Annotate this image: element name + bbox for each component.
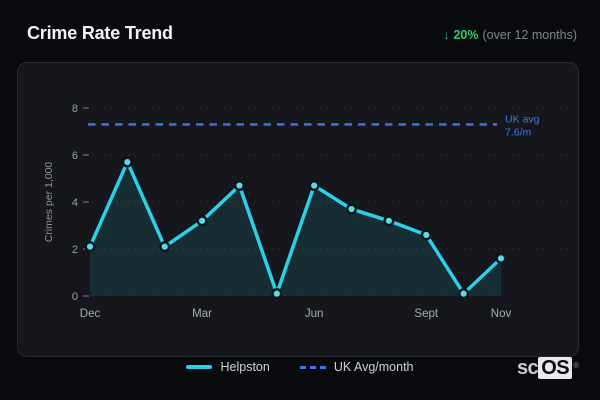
trend-down-arrow-icon: ↓	[443, 28, 450, 42]
data-point-marker	[233, 180, 245, 192]
x-tick-label: Jun	[305, 308, 324, 320]
data-point-marker	[271, 288, 283, 300]
trend-indicator: ↓ 20% (over 12 months)	[443, 28, 577, 42]
legend-item-helpston: Helpston	[186, 360, 270, 374]
helpston-area-fill	[90, 162, 501, 296]
y-tick-label: 2	[72, 244, 78, 256]
uk-avg-label-line2: 7.6/m	[505, 126, 532, 138]
x-tick-label: Mar	[192, 308, 212, 320]
y-tick-label: 6	[72, 150, 78, 162]
x-tick-label: Dec	[80, 308, 101, 320]
chart-legend: Helpston UK Avg/month	[0, 357, 600, 377]
data-point-marker	[308, 180, 320, 192]
chart-card	[17, 62, 579, 357]
page-title: Crime Rate Trend	[27, 23, 173, 43]
y-tick-label: 0	[72, 291, 78, 303]
logo-prefix: sc	[516, 357, 539, 379]
data-point-marker	[495, 252, 507, 264]
x-tick-label: Nov	[491, 308, 512, 320]
data-point-marker	[420, 229, 432, 241]
trend-percent: 20%	[453, 28, 479, 42]
data-point-marker	[84, 241, 96, 253]
helpston-line	[88, 160, 503, 296]
data-point-marker	[121, 156, 133, 168]
helpston-line-swatch	[186, 365, 213, 369]
data-point-marker	[383, 215, 395, 227]
legend-label-helpston: Helpston	[220, 360, 270, 374]
y-tick-label: 4	[72, 197, 78, 209]
legend-item-uk-avg: UK Avg/month	[299, 360, 414, 374]
x-tick-label: Sept	[414, 308, 438, 320]
legend-label-uk-avg: UK Avg/month	[333, 360, 414, 374]
data-point-marker	[159, 241, 171, 253]
uk-avg-label-line1: UK avg	[505, 113, 540, 125]
logo-suffix: OS	[538, 357, 573, 379]
y-axis-label: Crimes per 1,000	[43, 162, 55, 243]
trend-caption: (over 12 months)	[482, 28, 577, 42]
scos-logo: sc OS ®	[516, 355, 579, 381]
data-point-marker	[196, 215, 208, 227]
data-point-marker	[346, 203, 358, 215]
uk-avg-line-swatch	[299, 365, 326, 369]
data-point-marker	[458, 288, 470, 300]
y-tick-label: 8	[72, 103, 78, 115]
registered-mark: ®	[573, 361, 579, 370]
